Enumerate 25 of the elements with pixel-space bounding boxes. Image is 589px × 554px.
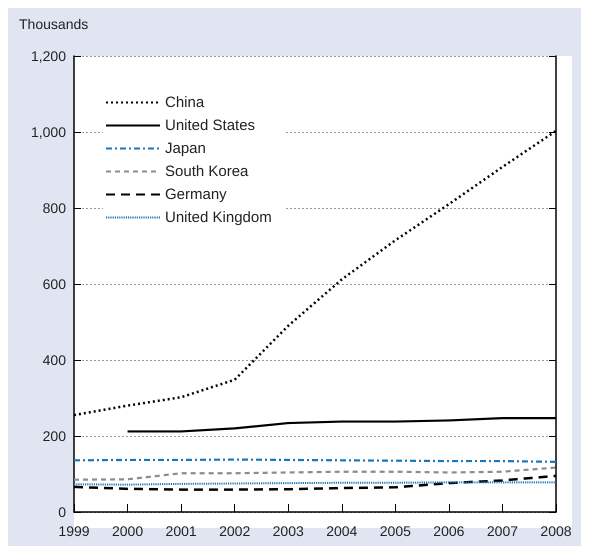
legend-label: United Kingdom bbox=[165, 209, 272, 226]
y-tick-label: 0 bbox=[58, 504, 66, 520]
x-tick-label: 1999 bbox=[58, 523, 90, 539]
y-tick-label: 800 bbox=[42, 200, 66, 216]
x-tick-label: 2008 bbox=[540, 523, 572, 539]
x-tick-label: 2003 bbox=[272, 523, 304, 539]
line-series bbox=[72, 466, 558, 481]
x-tick-label: 2006 bbox=[433, 523, 465, 539]
x-tick-label: 2007 bbox=[486, 523, 518, 539]
legend-label: China bbox=[165, 94, 205, 111]
legend-label: South Korea bbox=[165, 163, 250, 180]
x-tick-label: 2001 bbox=[166, 523, 197, 539]
y-tick-label: 1,200 bbox=[30, 48, 66, 64]
x-tick-label: 2002 bbox=[219, 523, 250, 539]
x-tick-label: 2004 bbox=[326, 523, 358, 539]
x-tick-label: 2005 bbox=[380, 523, 412, 539]
y-tick-label: 400 bbox=[42, 352, 66, 368]
y-axis-title: Thousands bbox=[19, 16, 88, 32]
legend-label: United States bbox=[165, 117, 256, 134]
legend-label: Japan bbox=[165, 140, 206, 157]
legend-label: Germany bbox=[165, 186, 228, 203]
y-tick-label: 200 bbox=[42, 428, 66, 444]
x-tick-label: 2000 bbox=[112, 523, 144, 539]
y-tick-label: 1,000 bbox=[30, 124, 66, 140]
y-tick-label: 600 bbox=[42, 276, 66, 292]
